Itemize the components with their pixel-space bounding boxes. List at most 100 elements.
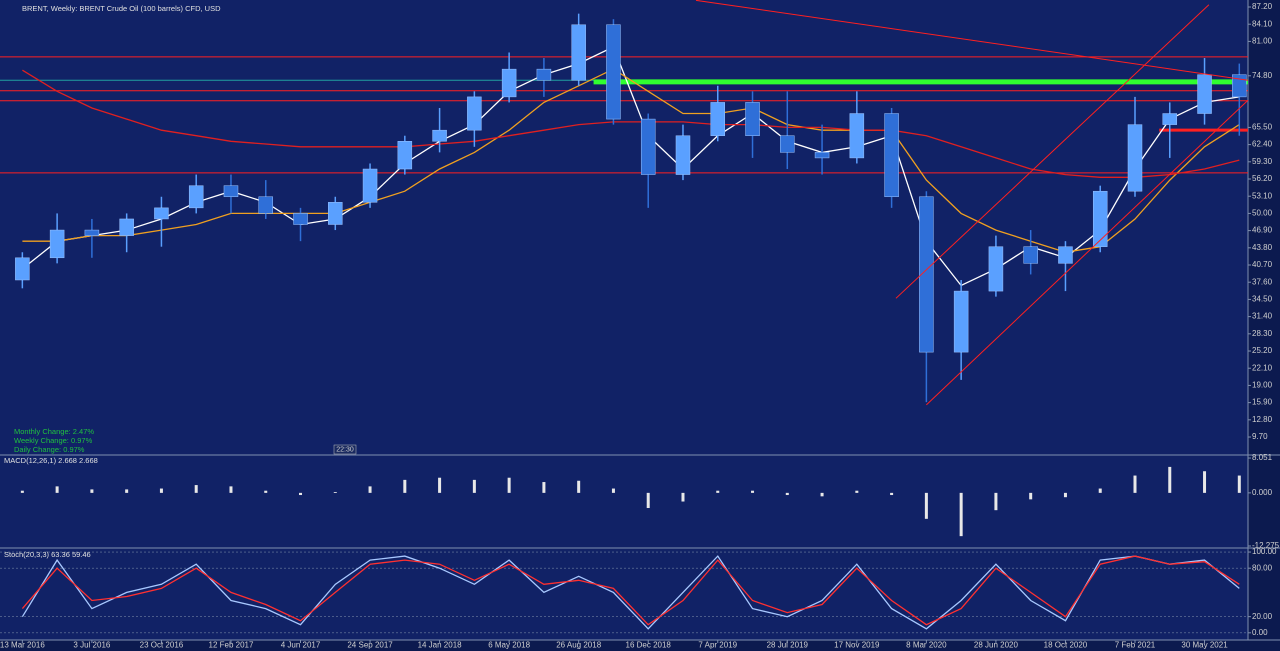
y-tick-label: 0.000 xyxy=(1252,488,1273,497)
stoch-title: Stoch(20,3,3) 63.36 59.46 xyxy=(4,550,91,559)
macd-bar xyxy=(1168,466,1172,493)
candle-body xyxy=(49,229,65,259)
macd-bar xyxy=(55,486,59,493)
macd-bar xyxy=(855,490,859,493)
candle-body xyxy=(919,196,934,353)
macd-bar xyxy=(333,492,337,493)
candle-body xyxy=(884,113,899,198)
candle-body xyxy=(154,207,169,220)
x-tick-label: 23 Oct 2016 xyxy=(140,641,184,650)
y-tick-label: 50.00 xyxy=(1252,209,1273,218)
macd-bar xyxy=(716,490,720,493)
macd-bar xyxy=(1029,492,1033,500)
chart-title: BRENT, Weekly: BRENT Crude Oil (100 barr… xyxy=(22,4,221,13)
macd-bar xyxy=(159,488,163,493)
y-tick-label: 9.70 xyxy=(1252,432,1268,441)
macd-bar xyxy=(785,492,789,496)
x-tick-label: 28 Jun 2020 xyxy=(974,641,1019,650)
macd-bar xyxy=(890,492,894,496)
macd-bar xyxy=(611,488,615,493)
macd-bar xyxy=(542,482,546,493)
candle-body xyxy=(1232,74,1247,98)
candle-body xyxy=(710,102,726,136)
candle-body xyxy=(675,135,691,175)
price-axis-area xyxy=(1248,0,1280,651)
macd-bar xyxy=(1063,492,1067,498)
candle-body xyxy=(1162,113,1178,125)
x-tick-label: 6 May 2018 xyxy=(488,641,530,650)
y-tick-label: 37.60 xyxy=(1252,277,1273,286)
y-tick-label: 31.40 xyxy=(1252,312,1273,321)
macd-bar xyxy=(299,492,303,496)
y-tick-label: 25.20 xyxy=(1252,346,1273,355)
y-tick-label: 15.90 xyxy=(1252,398,1273,407)
candle-body xyxy=(397,141,413,170)
x-tick-label: 14 Jan 2018 xyxy=(418,641,463,650)
macd-bar xyxy=(1098,488,1102,493)
candle-body xyxy=(1023,246,1038,264)
macd-bar xyxy=(125,489,129,493)
y-tick-label: 53.10 xyxy=(1252,191,1273,200)
y-tick-label: 19.00 xyxy=(1252,381,1273,390)
x-tick-label: 16 Dec 2018 xyxy=(626,641,672,650)
x-tick-label: 13 Mar 2016 xyxy=(0,641,45,650)
y-tick-label: -12.275 xyxy=(1252,541,1280,550)
x-tick-label: 7 Feb 2021 xyxy=(1115,641,1156,650)
candle-body xyxy=(606,24,621,120)
trend-line xyxy=(926,99,1249,406)
candle-body xyxy=(188,185,204,209)
macd-bar xyxy=(681,492,685,502)
macd-bar xyxy=(20,490,24,493)
candle-body xyxy=(849,113,865,159)
stoch-line xyxy=(21,555,1240,626)
macd-bar xyxy=(959,492,963,537)
macd-bar xyxy=(820,492,824,497)
candle-body xyxy=(15,257,30,281)
y-tick-label: 74.80 xyxy=(1252,71,1273,80)
macd-bar xyxy=(194,485,198,493)
x-tick-label: 17 Nov 2019 xyxy=(834,641,880,650)
stoch-line xyxy=(21,555,1240,630)
y-tick-label: 84.10 xyxy=(1252,19,1273,28)
macd-bar xyxy=(994,492,998,511)
candle-body xyxy=(501,68,517,98)
candle-body xyxy=(432,129,447,142)
x-tick-label: 7 Apr 2019 xyxy=(698,641,737,650)
y-tick-label: 81.00 xyxy=(1252,37,1273,46)
macd-bar xyxy=(1237,475,1241,493)
candle-body xyxy=(119,218,134,236)
y-tick-label: 80.00 xyxy=(1252,563,1273,572)
y-tick-label: 0.00 xyxy=(1252,628,1268,637)
y-tick-label: 20.00 xyxy=(1252,612,1273,621)
y-tick-label: 100.00 xyxy=(1252,547,1277,556)
candle-body xyxy=(640,118,656,175)
y-tick-label: 87.20 xyxy=(1252,2,1273,11)
x-tick-label: 18 Oct 2020 xyxy=(1044,641,1088,650)
x-tick-label: 30 May 2021 xyxy=(1181,641,1228,650)
macd-bar xyxy=(751,490,755,493)
candle-body xyxy=(328,202,343,225)
macd-title: MACD(12,26,1) 2.668 2.668 xyxy=(4,456,98,465)
macd-bar xyxy=(577,480,581,493)
x-tick-label: 28 Jul 2019 xyxy=(767,641,809,650)
macd-bar xyxy=(403,479,407,493)
y-tick-label: 65.50 xyxy=(1252,123,1273,132)
candle-body xyxy=(571,24,586,81)
candle-body xyxy=(780,135,795,153)
change-stat: Daily Change: 0.97% xyxy=(14,445,85,454)
candle-body xyxy=(1197,74,1212,114)
macd-bar xyxy=(646,492,650,509)
macd-bar xyxy=(264,490,268,493)
macd-bar xyxy=(924,492,928,519)
candle-body xyxy=(536,68,552,81)
moving-average xyxy=(22,69,1240,178)
macd-bar xyxy=(229,486,233,493)
trend-line xyxy=(895,4,1210,299)
macd-bar xyxy=(507,477,511,493)
x-tick-label: 24 Sep 2017 xyxy=(347,641,393,650)
candle-body xyxy=(223,185,239,198)
y-tick-label: 34.50 xyxy=(1252,295,1273,304)
candle-body xyxy=(293,213,308,225)
